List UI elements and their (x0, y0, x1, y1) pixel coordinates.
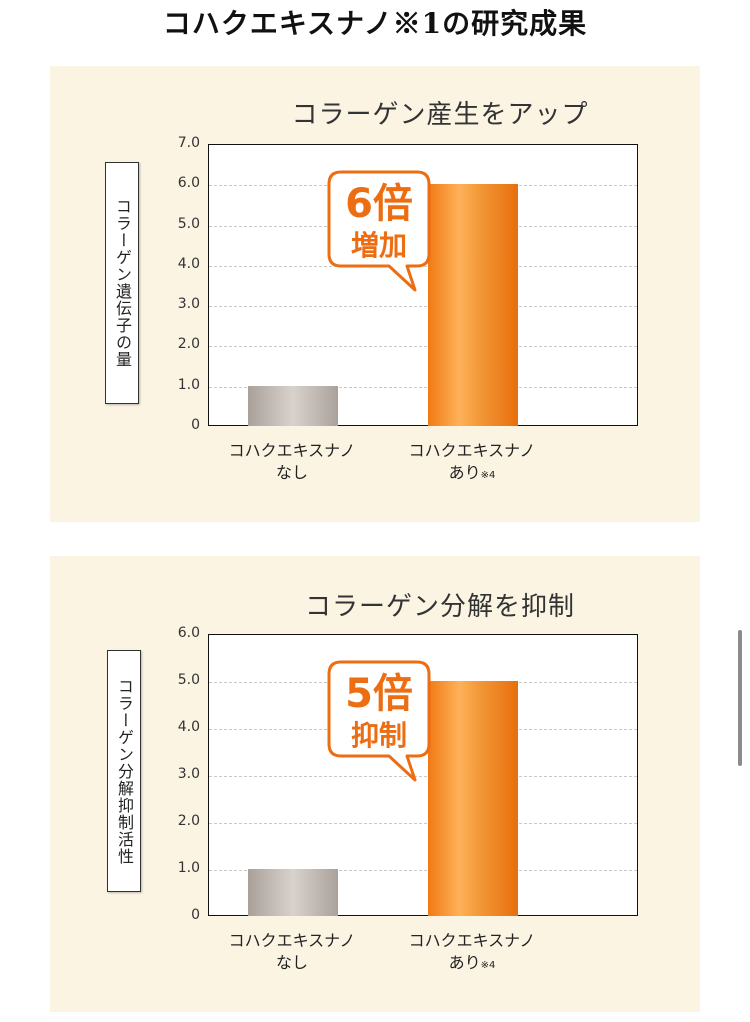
y-tick-label: 1.0 (177, 860, 200, 876)
chart-title: コラーゲン産生をアップ (291, 100, 589, 130)
gridline (209, 776, 637, 777)
y-tick-label: 2.0 (177, 813, 200, 829)
bar-without (248, 869, 338, 916)
bar-without (248, 385, 338, 426)
y-axis-label-box: コラーゲン遺伝子の量 (105, 162, 139, 404)
page-title: コハクエキスナノ※1の研究成果 (162, 7, 588, 40)
callout-line1: 5倍 (345, 671, 413, 717)
y-tick-label: 5.0 (177, 215, 200, 232)
y-tick-label: 1.0 (177, 376, 200, 393)
y-tick-label: 2.0 (177, 336, 200, 353)
y-axis-label-box: コラーゲン分解抑制活性 (107, 650, 141, 892)
x-category-label: コハクエキスナノ なし (228, 931, 356, 972)
chart-panel-collagen-production: コラーゲン産生をアップ コラーゲン遺伝子の量 6倍 増加 0 1.0 2.0 3.0 4… (50, 66, 700, 522)
x-category-label: コハクエキスナノ あり※4 (408, 441, 536, 482)
gridline (209, 386, 637, 388)
gridline (209, 870, 637, 871)
page-scrollbar[interactable] (738, 630, 742, 766)
y-tick-label: 4.0 (177, 719, 200, 735)
callout-bubble: 6倍 増加 (327, 170, 431, 294)
y-tick-label: 0 (191, 417, 200, 433)
y-tick-label: 4.0 (177, 255, 200, 272)
y-tick-label: 7.0 (177, 135, 200, 151)
callout-line2: 抑制 (350, 719, 407, 752)
y-tick-label: 3.0 (177, 296, 200, 313)
gridline (209, 823, 637, 824)
callout-bubble: 5倍 抑制 (327, 660, 431, 784)
y-axis-label: コラーゲン遺伝子の量 (113, 198, 132, 368)
y-tick-label: 0 (191, 907, 200, 923)
x-category-label: コハクエキスナノ あり※4 (408, 931, 536, 972)
x-category-label: コハクエキスナノ なし (228, 441, 356, 482)
y-tick-label: 5.0 (177, 672, 200, 688)
bar-with (428, 184, 518, 426)
callout-line2: 増加 (350, 229, 407, 262)
y-tick-label: 6.0 (177, 175, 200, 192)
chart-title: コラーゲン分解を抑制 (304, 592, 575, 622)
callout-line1: 6倍 (345, 181, 413, 227)
bar-with (428, 681, 518, 916)
y-tick-label: 6.0 (177, 625, 200, 641)
gridline (209, 346, 637, 348)
y-tick-label: 3.0 (177, 766, 200, 782)
y-axis-label: コラーゲン分解抑制活性 (115, 677, 134, 865)
chart-panel-collagen-degradation: コラーゲン分解を抑制 コラーゲン分解抑制活性 5倍 抑制 0 1.0 2.0 3.0 4… (50, 556, 700, 1012)
gridline (209, 306, 637, 308)
